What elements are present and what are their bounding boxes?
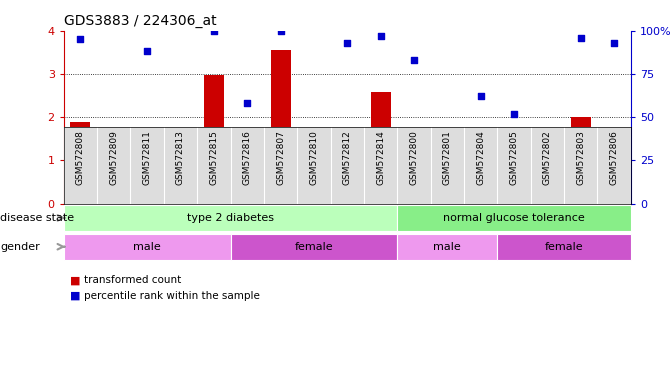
Bar xyxy=(397,234,497,260)
Text: gender: gender xyxy=(0,242,40,252)
Text: GSM572802: GSM572802 xyxy=(543,131,552,185)
Point xyxy=(75,36,86,42)
Text: male: male xyxy=(433,242,461,252)
Bar xyxy=(137,144,157,204)
Text: GSM572811: GSM572811 xyxy=(143,131,152,185)
Text: GSM572810: GSM572810 xyxy=(309,131,319,185)
Point xyxy=(542,169,553,175)
Point xyxy=(242,100,252,106)
Bar xyxy=(204,75,224,204)
Point xyxy=(609,40,619,46)
Text: GSM572813: GSM572813 xyxy=(176,131,185,185)
Point xyxy=(475,93,486,99)
Bar xyxy=(571,117,590,204)
Text: type 2 diabetes: type 2 diabetes xyxy=(187,213,274,223)
Point xyxy=(175,178,186,184)
Bar xyxy=(437,189,458,204)
Bar xyxy=(397,205,631,231)
Point xyxy=(575,35,586,41)
Point xyxy=(409,57,419,63)
Text: GSM572816: GSM572816 xyxy=(243,131,252,185)
Bar xyxy=(231,234,397,260)
Text: female: female xyxy=(295,242,333,252)
Text: GSM572812: GSM572812 xyxy=(343,131,352,185)
Text: GSM572814: GSM572814 xyxy=(376,131,385,185)
Bar xyxy=(497,234,631,260)
Text: percentile rank within the sample: percentile rank within the sample xyxy=(84,291,260,301)
Bar xyxy=(64,205,397,231)
Bar xyxy=(370,93,391,204)
Bar xyxy=(504,169,524,204)
Point xyxy=(375,33,386,39)
Text: male: male xyxy=(134,242,161,252)
Bar xyxy=(170,194,191,204)
Point xyxy=(442,162,453,169)
Text: transformed count: transformed count xyxy=(84,275,181,285)
Bar xyxy=(64,234,231,260)
Text: GSM572809: GSM572809 xyxy=(109,131,118,185)
Bar xyxy=(470,159,491,204)
Text: GDS3883 / 224306_at: GDS3883 / 224306_at xyxy=(64,14,216,28)
Text: GSM572808: GSM572808 xyxy=(76,131,85,185)
Bar xyxy=(304,187,324,204)
Bar xyxy=(338,134,357,204)
Point xyxy=(309,161,319,167)
Text: disease state: disease state xyxy=(0,213,74,223)
Point xyxy=(142,48,152,55)
Bar xyxy=(270,50,291,204)
Point xyxy=(275,28,286,34)
Point xyxy=(109,152,119,158)
Text: GSM572800: GSM572800 xyxy=(409,131,419,185)
Text: GSM572801: GSM572801 xyxy=(443,131,452,185)
Text: normal glucose tolerance: normal glucose tolerance xyxy=(443,213,585,223)
Text: GSM572804: GSM572804 xyxy=(476,131,485,185)
Text: GSM572805: GSM572805 xyxy=(509,131,519,185)
Bar xyxy=(404,137,424,204)
Bar xyxy=(537,191,558,204)
Point xyxy=(209,28,219,34)
Point xyxy=(509,111,519,117)
Text: ■: ■ xyxy=(70,275,81,285)
Text: GSM572803: GSM572803 xyxy=(576,131,585,185)
Text: GSM572815: GSM572815 xyxy=(209,131,218,185)
Bar xyxy=(70,122,91,204)
Bar xyxy=(104,181,123,204)
Text: GSM572807: GSM572807 xyxy=(276,131,285,185)
Text: GSM572806: GSM572806 xyxy=(609,131,619,185)
Bar xyxy=(237,162,257,204)
Text: female: female xyxy=(545,242,583,252)
Bar xyxy=(604,127,624,204)
Text: ■: ■ xyxy=(70,291,81,301)
Point xyxy=(342,40,353,46)
